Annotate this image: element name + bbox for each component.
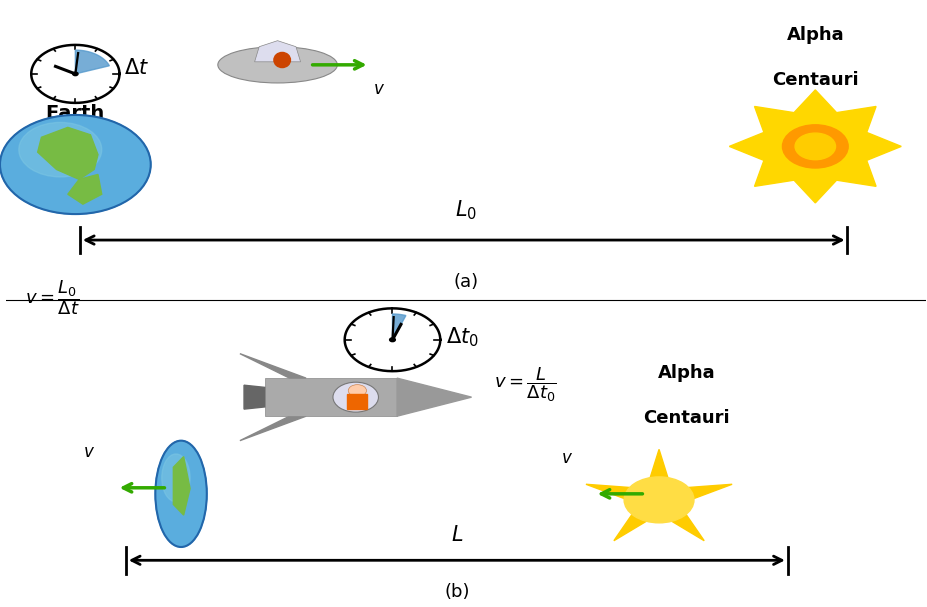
Polygon shape — [265, 378, 397, 416]
Text: Centauri: Centauri — [643, 409, 730, 427]
Circle shape — [349, 385, 366, 396]
Text: $v = \dfrac{L}{\Delta t_0}$: $v = \dfrac{L}{\Delta t_0}$ — [493, 366, 556, 404]
Polygon shape — [345, 308, 440, 371]
Text: $v$: $v$ — [561, 449, 573, 467]
Polygon shape — [586, 449, 732, 541]
Text: Alpha: Alpha — [658, 364, 716, 382]
Ellipse shape — [218, 47, 337, 83]
Text: $v = \dfrac{L_0}{\Delta t}$: $v = \dfrac{L_0}{\Delta t}$ — [25, 278, 80, 317]
Circle shape — [782, 125, 848, 168]
Circle shape — [389, 338, 395, 342]
Text: $v$: $v$ — [373, 80, 385, 98]
Polygon shape — [75, 50, 109, 74]
Text: $L$: $L$ — [451, 525, 463, 545]
Polygon shape — [68, 174, 102, 204]
Circle shape — [795, 133, 835, 160]
Polygon shape — [240, 416, 306, 441]
Circle shape — [765, 113, 866, 180]
Ellipse shape — [162, 454, 190, 502]
Circle shape — [0, 115, 151, 214]
Polygon shape — [244, 385, 265, 409]
Polygon shape — [397, 378, 472, 416]
Text: $\Delta t_0$: $\Delta t_0$ — [446, 325, 478, 348]
Polygon shape — [173, 456, 190, 515]
Polygon shape — [255, 41, 300, 62]
Circle shape — [72, 72, 78, 76]
Text: (a): (a) — [453, 273, 478, 291]
Circle shape — [19, 123, 102, 177]
Polygon shape — [38, 127, 98, 180]
Polygon shape — [32, 45, 120, 103]
Text: Alpha: Alpha — [786, 25, 844, 44]
Polygon shape — [730, 90, 901, 203]
Ellipse shape — [156, 441, 207, 547]
Ellipse shape — [273, 52, 290, 67]
Polygon shape — [348, 395, 367, 409]
Text: (b): (b) — [444, 583, 470, 602]
Ellipse shape — [333, 382, 378, 412]
Text: $v$: $v$ — [83, 443, 95, 461]
Ellipse shape — [232, 63, 324, 78]
Text: Earth: Earth — [45, 104, 105, 123]
Circle shape — [624, 477, 694, 523]
Text: $L_0$: $L_0$ — [455, 198, 477, 222]
Polygon shape — [240, 354, 306, 378]
Text: Centauri: Centauri — [772, 71, 858, 89]
Polygon shape — [392, 314, 406, 340]
Text: $\Delta t$: $\Delta t$ — [124, 58, 149, 78]
